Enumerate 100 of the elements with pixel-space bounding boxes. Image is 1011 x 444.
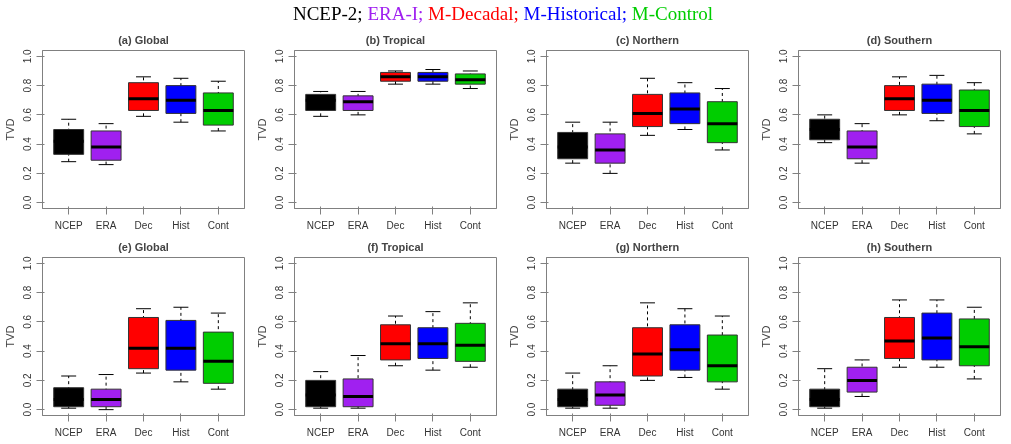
chart-title: (d) Southern [866,33,933,46]
text: M-Historical; [523,3,628,24]
y-tick-label: 0.0 [778,402,790,417]
y-axis-title: TVD [507,118,520,141]
y-tick-label: 0.6 [22,314,34,329]
y-tick-label: 0.2 [274,166,286,181]
y-tick-label: 1.0 [778,48,790,64]
y-tick-label: 0.4 [274,136,286,152]
x-tick-label: Dec [386,219,405,231]
y-tick-label: 0.8 [274,285,286,300]
x-tick-label: Cont [207,426,230,438]
y-tick-label: 0.0 [526,402,538,417]
y-tick-label: 0.2 [778,166,790,181]
x-tick-label: Dec [134,219,153,231]
x-tick-label: Cont [459,426,482,438]
x-tick-label: ERA [599,219,621,231]
y-tick-label: 0.4 [274,343,286,359]
y-tick-label: 0.8 [22,285,34,300]
y-tick-label: 1.0 [526,255,538,271]
x-tick-label: Cont [459,219,482,231]
x-tick-label: Hist [676,426,694,438]
y-tick-label: 0.0 [274,195,286,210]
y-tick-label: 1.0 [778,255,790,271]
x-tick-label: Cont [711,426,734,438]
chart-title: (h) Southern [866,240,933,253]
x-tick-label: Hist [424,426,442,438]
y-tick-label: 0.4 [526,343,538,359]
x-tick-label: NCEP [558,219,587,231]
y-tick-label: 0.0 [778,195,790,210]
y-tick-label: 0.4 [526,136,538,152]
y-tick-label: 0.8 [526,78,538,93]
x-tick-label: ERA [347,426,369,438]
y-tick-label: 1.0 [274,48,286,64]
x-tick-label: Dec [638,219,657,231]
x-tick-label: NCEP [810,219,839,231]
x-tick-label: ERA [95,219,117,231]
chart-title: (a) Global [118,33,169,46]
y-tick-label: 0.6 [778,314,790,329]
y-tick-label: 0.8 [22,78,34,93]
x-tick-label: ERA [851,426,873,438]
y-tick-label: 0.6 [274,314,286,329]
y-tick-label: 0.0 [274,402,286,417]
x-tick-label: ERA [347,219,369,231]
x-tick-label: Dec [890,219,909,231]
y-tick-label: 0.2 [22,373,34,388]
y-tick-label: 0.6 [22,107,34,122]
y-tick-label: 0.8 [778,285,790,300]
y-tick-label: 0.2 [22,166,34,181]
y-axis-title: TVD [759,325,772,348]
text: NCEP-2; [292,3,363,24]
x-tick-label: Dec [134,426,153,438]
chart-title: (e) Global [118,240,169,253]
x-tick-label: Dec [638,426,657,438]
x-tick-label: ERA [851,219,873,231]
x-tick-label: Dec [386,426,405,438]
x-tick-label: NCEP [558,426,587,438]
x-tick-label: Cont [963,219,986,231]
x-tick-label: Cont [711,219,734,231]
y-tick-label: 0.6 [526,107,538,122]
x-tick-label: ERA [95,426,117,438]
x-tick-label: Hist [928,426,946,438]
y-tick-label: 0.8 [526,285,538,300]
y-tick-label: 1.0 [22,48,34,64]
x-tick-label: Hist [172,219,190,231]
x-tick-label: NCEP [54,426,83,438]
y-tick-label: 0.0 [22,195,34,210]
y-tick-label: 0.2 [778,373,790,388]
y-tick-label: 0.4 [778,136,790,152]
chart-title: (g) Northern [615,240,680,253]
x-tick-label: NCEP [54,219,83,231]
y-tick-label: 0.4 [22,136,34,152]
y-tick-label: 0.6 [526,314,538,329]
y-tick-label: 0.0 [22,402,34,417]
x-tick-label: Hist [928,219,946,231]
y-tick-label: 0.2 [274,373,286,388]
text: M-Control [631,3,714,24]
y-tick-label: 0.4 [22,343,34,359]
y-tick-label: 0.2 [526,373,538,388]
y-axis-title: TVD [255,118,268,141]
x-tick-label: Dec [890,426,909,438]
y-tick-label: 0.4 [778,343,790,359]
x-tick-label: Cont [963,426,986,438]
y-axis-title: TVD [3,118,16,141]
y-axis-title: TVD [3,325,16,348]
chart-title: (c) Northern [616,33,680,46]
x-tick-label: NCEP [306,426,335,438]
x-tick-label: Hist [676,219,694,231]
y-tick-label: 1.0 [526,48,538,64]
y-tick-label: 0.6 [274,107,286,122]
x-tick-label: NCEP [810,426,839,438]
x-tick-label: Cont [207,219,230,231]
y-tick-label: 0.2 [526,166,538,181]
y-axis-title: TVD [507,325,520,348]
x-tick-label: ERA [599,426,621,438]
y-tick-label: 1.0 [274,255,286,271]
chart-title: (b) Tropical [365,33,426,46]
y-tick-label: 1.0 [22,255,34,271]
y-tick-label: 0.8 [778,78,790,93]
text: M-Decadal; [428,3,519,24]
text: ERA-I; [367,3,424,24]
